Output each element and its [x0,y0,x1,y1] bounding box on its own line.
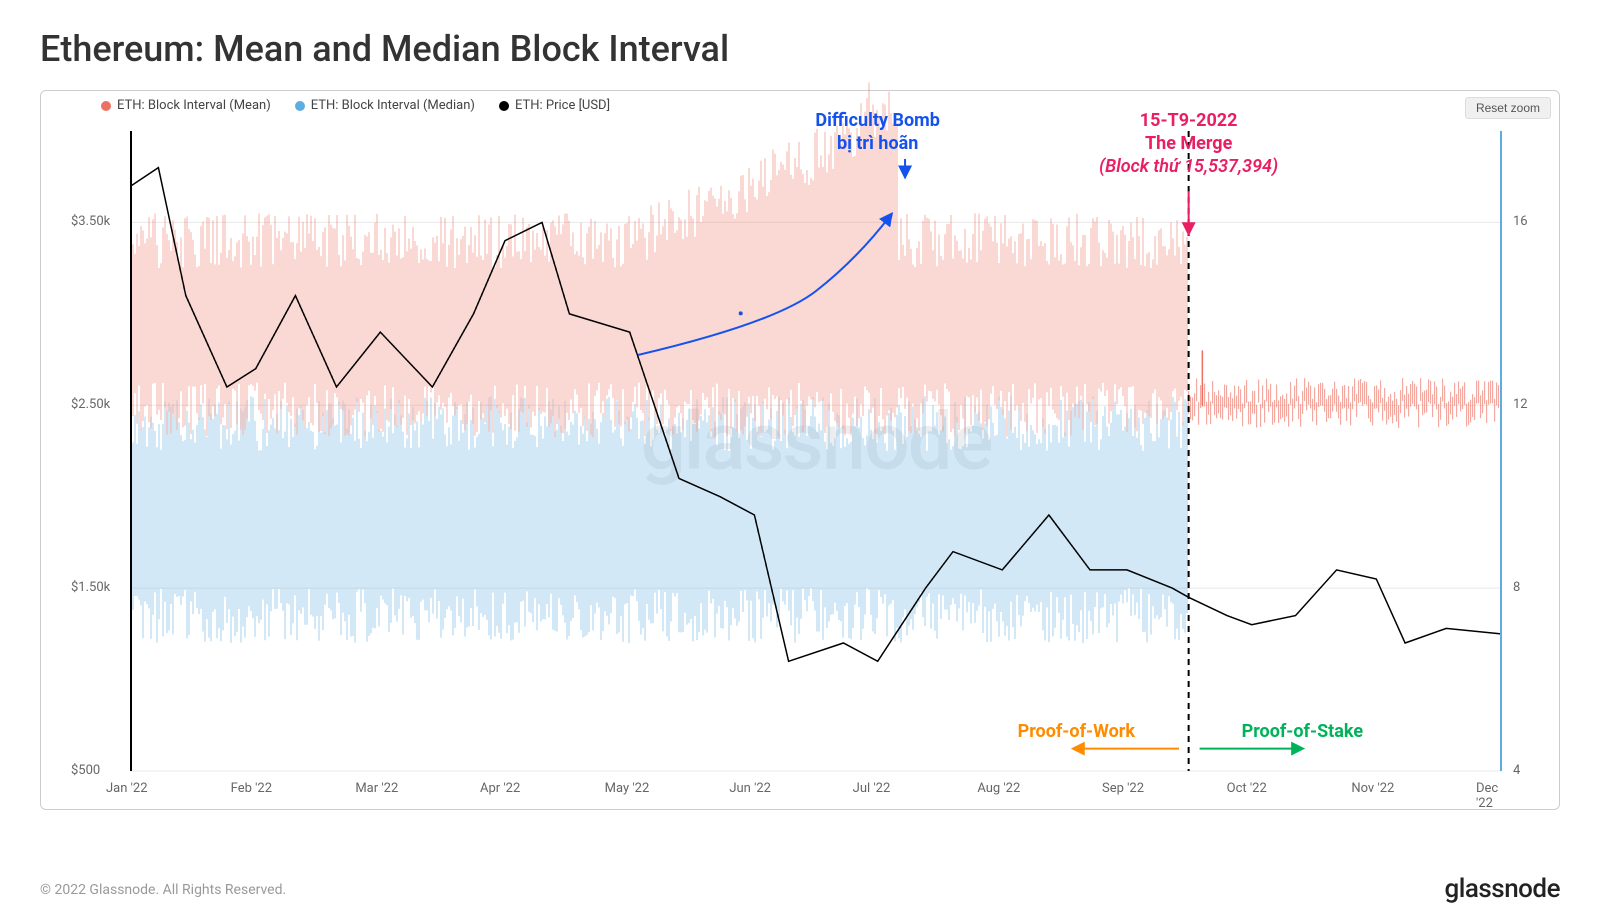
y-right-tick: 12 [1513,397,1528,412]
annotation: 15-T9-2022The Merge(Block thứ 15,537,394… [1069,109,1309,179]
y-right-tick: 4 [1513,763,1520,778]
chart-title: Ethereum: Mean and Median Block Interval [0,0,1600,70]
reset-zoom-button[interactable]: Reset zoom [1465,97,1551,119]
annotation: Proof-of-Work [956,720,1196,743]
legend-label: ETH: Price [USD] [515,98,610,113]
y-left-tick: $500 [71,763,121,778]
x-tick: Sep '22 [1102,781,1144,796]
x-tick: Dec '22 [1476,781,1501,811]
x-tick: Mar '22 [355,781,398,796]
chart-frame: ETH: Block Interval (Mean) ETH: Block In… [40,90,1560,810]
brand-logo: glassnode [1445,874,1560,904]
x-tick: Oct '22 [1227,781,1267,796]
plot-area[interactable]: glassnode $500$1.50k$2.50k$3.50k481216Ja… [131,131,1501,771]
x-tick: Aug '22 [977,781,1020,796]
copyright-text: © 2022 Glassnode. All Rights Reserved. [40,882,286,898]
x-tick: Apr '22 [480,781,520,796]
legend-label: ETH: Block Interval (Mean) [117,98,271,113]
y-left-tick: $2.50k [71,397,121,412]
legend-label: ETH: Block Interval (Median) [311,98,475,113]
legend-dot [101,101,111,111]
annotation: Difficulty Bombbị trì hoãn [758,109,998,156]
x-tick: Jul '22 [853,781,891,796]
legend: ETH: Block Interval (Mean) ETH: Block In… [101,98,610,113]
x-tick: Jan '22 [106,781,148,796]
annotation: Proof-of-Stake [1182,720,1422,743]
legend-item-price[interactable]: ETH: Price [USD] [499,98,610,113]
y-left-tick: $3.50k [71,214,121,229]
legend-item-median[interactable]: ETH: Block Interval (Median) [295,98,475,113]
y-right-tick: 8 [1513,580,1520,595]
chart-svg [131,131,1501,771]
legend-item-mean[interactable]: ETH: Block Interval (Mean) [101,98,271,113]
x-tick: Feb '22 [231,781,272,796]
y-right-tick: 16 [1513,214,1528,229]
x-tick: May '22 [605,781,650,796]
legend-dot [295,101,305,111]
legend-dot [499,101,509,111]
y-left-tick: $1.50k [71,580,121,595]
x-tick: Jun '22 [729,781,771,796]
x-tick: Nov '22 [1351,781,1394,796]
